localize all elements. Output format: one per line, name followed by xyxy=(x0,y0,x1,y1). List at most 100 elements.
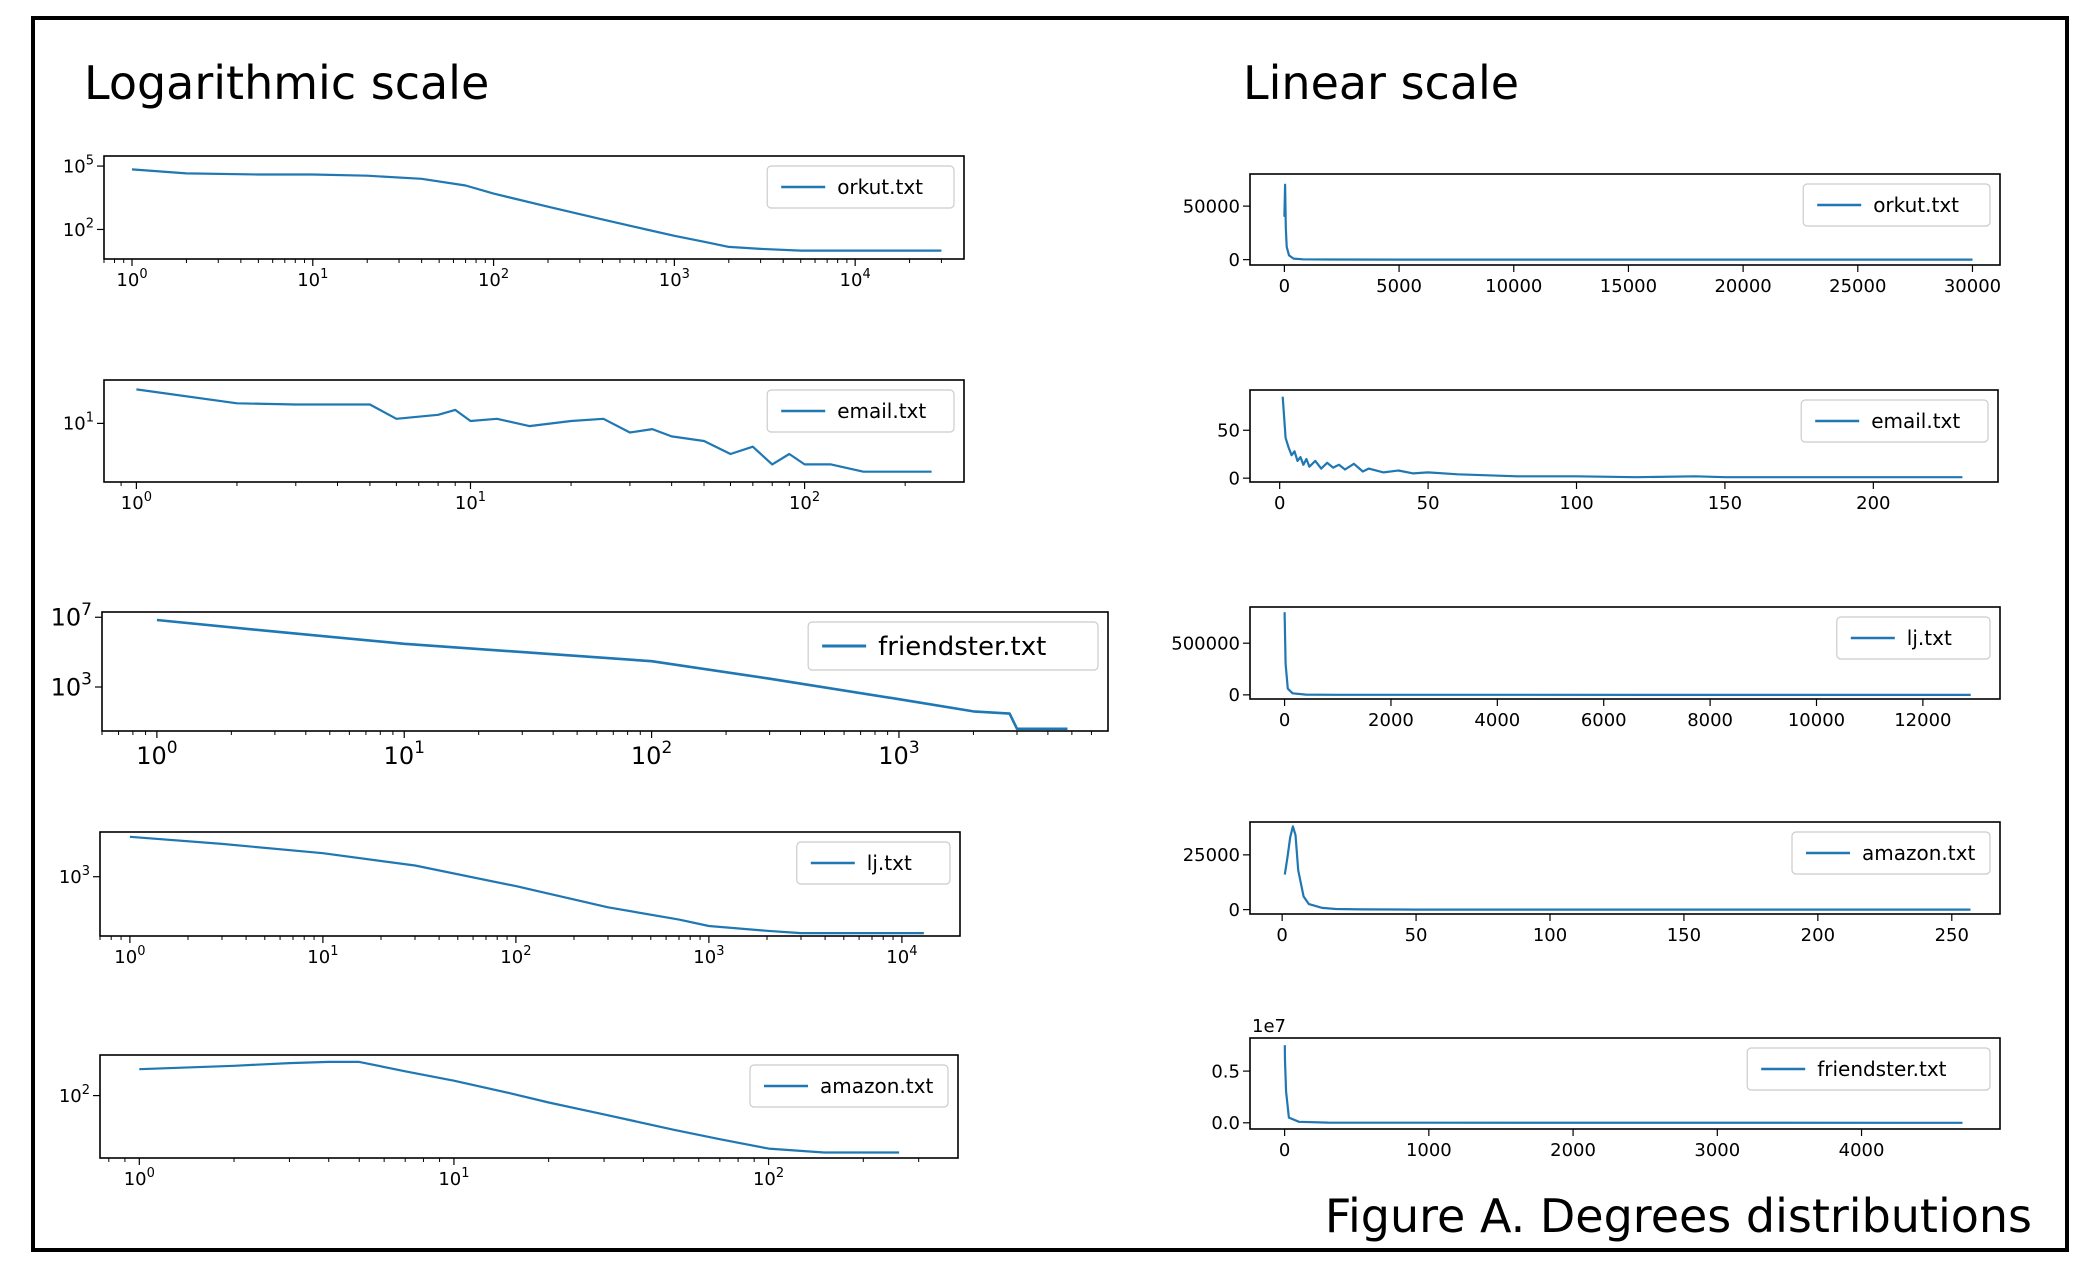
series-line-amazon-txt xyxy=(139,1060,900,1154)
x-tick-label: 104 xyxy=(840,267,871,291)
x-tick-label: 30000 xyxy=(1944,276,2001,297)
chart-log-email: 100 101 102 101 email.txt xyxy=(63,379,965,514)
y-tick-label: 0 xyxy=(1229,900,1240,921)
x-tick-label: 200 xyxy=(1801,925,1835,946)
x-tick-label: 10000 xyxy=(1788,710,1845,731)
y-tick-label: 50000 xyxy=(1183,196,1240,217)
legend: amazon.txt xyxy=(1791,831,1991,875)
y-tick-label: 102 xyxy=(59,1083,90,1107)
legend-label: orkut.txt xyxy=(837,175,923,199)
series-line-lj-txt xyxy=(1283,612,1971,697)
y-tick-label: 0 xyxy=(1229,250,1240,271)
y-tick-label: 0.5 xyxy=(1211,1061,1240,1082)
x-tick-label: 101 xyxy=(384,738,425,770)
legend-box xyxy=(766,165,955,209)
legend-box xyxy=(796,841,951,885)
y-tick-label: 25000 xyxy=(1183,845,1240,866)
y-tick-label: 102 xyxy=(63,217,94,241)
x-tick-label: 12000 xyxy=(1894,710,1951,731)
x-tick-label: 102 xyxy=(478,267,509,291)
y-tick-label: 0 xyxy=(1229,685,1240,706)
x-tick-label: 4000 xyxy=(1474,710,1520,731)
legend-label: friendster.txt xyxy=(1817,1057,1946,1081)
plot-frame xyxy=(103,155,965,260)
x-tick-label: 50 xyxy=(1417,493,1440,514)
x-tick-label: 103 xyxy=(659,267,690,291)
chart-lin-orkut: 0 5000 10000 15000 20000 25000 30000 0 50000 orku… xyxy=(1183,173,2001,297)
x-tick-label: 20000 xyxy=(1714,276,1771,297)
x-tick-label: 250 xyxy=(1935,925,1969,946)
series-line-friendster-txt xyxy=(156,618,1068,731)
series-line-email-txt xyxy=(1281,396,1963,479)
right-panel-title: Linear scale xyxy=(1243,56,1519,110)
x-tick-label: 103 xyxy=(693,944,724,968)
x-tick-label: 102 xyxy=(631,738,672,770)
series-line-lj-txt xyxy=(129,835,924,935)
y-tick-label: 0.0 xyxy=(1211,1113,1240,1134)
legend-label: email.txt xyxy=(1871,409,1960,433)
chart-lin-email: 0 50 100 150 200 0 50 email.txt xyxy=(1217,389,1999,514)
x-tick-label: 4000 xyxy=(1839,1140,1885,1161)
plot-frame xyxy=(1249,1037,2001,1130)
x-tick-label: 15000 xyxy=(1600,276,1657,297)
figure-caption: Figure A. Degrees distributions xyxy=(1325,1189,2032,1243)
x-tick-label: 150 xyxy=(1708,493,1742,514)
y-tick-label: 0 xyxy=(1229,468,1240,489)
x-tick-label: 8000 xyxy=(1687,710,1733,731)
plot-frame xyxy=(1249,389,1999,483)
x-tick-label: 1000 xyxy=(1406,1140,1452,1161)
x-tick-label: 5000 xyxy=(1376,276,1422,297)
x-tick-label: 100 xyxy=(1533,925,1567,946)
chart-log-amazon: 100 101 102 102 amazon.txt xyxy=(59,1054,959,1190)
x-tick-label: 102 xyxy=(789,490,820,514)
x-tick-label: 0 xyxy=(1274,493,1285,514)
x-tick-label: 0 xyxy=(1276,925,1287,946)
plot-frame xyxy=(1249,821,2001,915)
x-tick-label: 10000 xyxy=(1485,276,1542,297)
legend: lj.txt xyxy=(796,841,951,885)
x-tick-label: 3000 xyxy=(1694,1140,1740,1161)
legend: lj.txt xyxy=(1836,616,1991,660)
x-tick-label: 150 xyxy=(1667,925,1701,946)
series-line-friendster-txt xyxy=(1283,1045,1963,1124)
plot-frame xyxy=(1249,173,2001,266)
series-line-orkut-txt xyxy=(1283,183,1973,261)
series-line-orkut-txt xyxy=(131,168,942,252)
chart-log-lj: 100 101 102 103 104 103 lj.txt xyxy=(59,831,961,968)
legend-box xyxy=(1800,399,1989,443)
x-tick-label: 200 xyxy=(1856,493,1890,514)
chart-lin-amazon: 0 50 100 150 200 250 0 25000 amazon.txt xyxy=(1183,821,2001,946)
x-tick-label: 100 xyxy=(121,490,152,514)
x-tick-label: 101 xyxy=(307,944,338,968)
legend: friendster.txt xyxy=(807,621,1099,671)
chart-log-friendster: 100 101 102 103 103 107 friendster.txt xyxy=(51,600,1109,770)
x-tick-label: 6000 xyxy=(1581,710,1627,731)
legend-label: amazon.txt xyxy=(1862,841,1975,865)
x-tick-label: 101 xyxy=(297,267,328,291)
x-tick-label: 0 xyxy=(1279,276,1290,297)
y-tick-label: 107 xyxy=(51,600,92,632)
plot-frame xyxy=(103,379,965,483)
x-tick-label: 102 xyxy=(753,1166,784,1190)
y-tick-label: 50 xyxy=(1217,421,1240,442)
y-tick-label: 101 xyxy=(63,411,94,435)
y-tick-label: 105 xyxy=(63,153,94,177)
legend-label: email.txt xyxy=(837,399,926,423)
legend-box xyxy=(807,621,1099,671)
plot-frame xyxy=(101,611,1109,732)
y-tick-label: 500000 xyxy=(1171,633,1240,654)
legend: orkut.txt xyxy=(1802,183,1991,227)
x-tick-label: 100 xyxy=(1559,493,1593,514)
chart-log-orkut: 100 101 102 103 104 102 105 orkut.txt xyxy=(63,153,965,291)
x-tick-label: 50 xyxy=(1405,925,1428,946)
y-tick-label: 103 xyxy=(59,864,90,888)
legend-label: lj.txt xyxy=(1907,626,1952,650)
legend: friendster.txt xyxy=(1746,1047,1991,1091)
x-tick-label: 101 xyxy=(455,490,486,514)
x-tick-label: 100 xyxy=(114,944,145,968)
legend-label: orkut.txt xyxy=(1873,193,1959,217)
x-tick-label: 100 xyxy=(124,1166,155,1190)
x-tick-label: 101 xyxy=(438,1166,469,1190)
left-panel-title: Logarithmic scale xyxy=(84,56,489,110)
